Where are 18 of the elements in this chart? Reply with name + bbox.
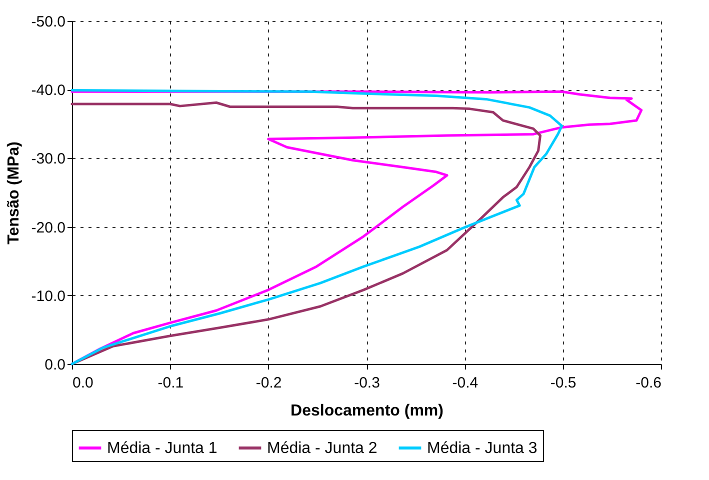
x-tick-label: -0.4: [452, 374, 478, 392]
y-tick-label: -50.0: [31, 14, 66, 30]
y-tick-label: 0.0: [44, 356, 66, 374]
legend-label: Média - Junta 1: [107, 440, 218, 457]
y-tick-label: -40.0: [31, 82, 66, 100]
y-tick-label: -30.0: [31, 150, 66, 168]
y-tick-label: -10.0: [31, 288, 66, 305]
x-tick-label: -0.5: [550, 374, 576, 392]
x-tick-label: -0.1: [158, 374, 184, 392]
legend-label: Média - Junta 2: [267, 440, 378, 457]
legend-label: Média - Junta 3: [427, 440, 538, 457]
x-axis-title: Deslocamento (mm): [290, 402, 444, 420]
y-axis-title: Tensão (MPa): [5, 142, 22, 244]
x-tick-label: -0.6: [636, 374, 662, 392]
x-tick-label: -0.3: [354, 374, 380, 392]
x-tick-label: 0.0: [72, 374, 94, 392]
y-tick-label: -20.0: [31, 219, 66, 236]
x-tick-label: -0.2: [256, 374, 282, 392]
